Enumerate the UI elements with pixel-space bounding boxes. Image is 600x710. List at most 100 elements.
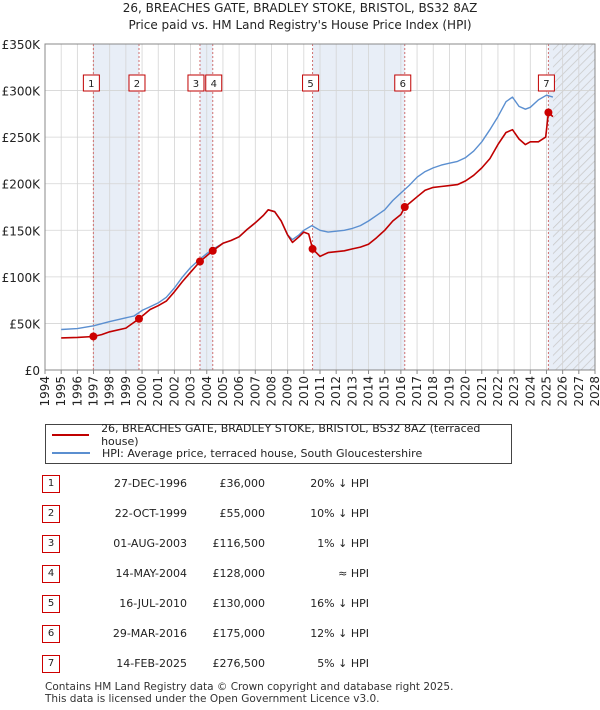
x-tick-label: 1999 bbox=[119, 376, 133, 407]
property-series-line bbox=[61, 111, 554, 339]
sale-label-number: 5 bbox=[307, 79, 313, 90]
x-tick-label: 1995 bbox=[54, 376, 68, 407]
sale-date: 27-DEC-1996 bbox=[113, 477, 187, 490]
sale-label-box bbox=[187, 74, 205, 92]
x-tick-label: 2007 bbox=[248, 376, 262, 407]
x-tick-label: 1998 bbox=[103, 376, 117, 407]
chart-legend: 26, BREACHES GATE, BRADLEY STOKE, BRISTO… bbox=[45, 422, 512, 464]
sale-hpi-comparison: 1% ↓ HPI bbox=[317, 537, 369, 550]
sale-point bbox=[400, 203, 409, 211]
x-tick-label: 2013 bbox=[345, 376, 359, 407]
y-tick-label: £300K bbox=[2, 85, 42, 99]
y-tick-label: £200K bbox=[2, 178, 42, 192]
sale-row: 2 22-OCT-1999 £55,000 10% ↓ HPI bbox=[42, 505, 542, 523]
sale-price: £116,500 bbox=[212, 537, 266, 550]
x-tick-label: 2003 bbox=[184, 376, 198, 407]
sale-date: 14-FEB-2025 bbox=[116, 657, 187, 670]
chart-subtitle: Price paid vs. HM Land Registry's House … bbox=[128, 18, 471, 32]
x-tick-label: 2005 bbox=[216, 376, 230, 407]
y-tick-label: £0 bbox=[25, 364, 40, 378]
x-tick-label: 2006 bbox=[232, 376, 246, 407]
sale-period-band bbox=[312, 44, 405, 370]
x-tick-label: 2018 bbox=[426, 376, 440, 407]
sale-number-badge: 3 bbox=[42, 535, 60, 553]
x-tick-label: 2020 bbox=[459, 376, 473, 407]
x-tick-label: 2014 bbox=[362, 376, 376, 407]
sale-label-box bbox=[537, 74, 555, 92]
sale-date: 29-MAR-2016 bbox=[112, 627, 187, 640]
sale-point bbox=[195, 257, 204, 266]
sale-point bbox=[544, 108, 553, 117]
x-tick-label: 2015 bbox=[378, 376, 392, 407]
sale-number-badge: 4 bbox=[42, 565, 60, 583]
sale-number-badge: 6 bbox=[42, 625, 60, 643]
future-hatch-region bbox=[552, 44, 595, 370]
sale-date: 01-AUG-2003 bbox=[113, 537, 187, 550]
sale-point bbox=[308, 244, 317, 253]
sale-price: £276,500 bbox=[212, 657, 266, 670]
y-tick-label: £50K bbox=[9, 317, 41, 331]
sale-row: 3 01-AUG-2003 £116,500 1% ↓ HPI bbox=[42, 535, 542, 553]
footer-license: This data is licensed under the Open Gov… bbox=[45, 692, 380, 705]
x-tick-label: 2027 bbox=[572, 376, 586, 407]
x-tick-label: 2022 bbox=[491, 376, 505, 407]
price-chart: 26, BREACHES GATE, BRADLEY STOKE, BRISTO… bbox=[2, 1, 600, 407]
sale-label-number: 1 bbox=[88, 79, 94, 90]
x-tick-label: 2011 bbox=[313, 376, 327, 407]
x-tick-label: 2000 bbox=[135, 376, 149, 407]
x-tick-label: 2024 bbox=[523, 376, 537, 407]
sale-number-badge: 5 bbox=[42, 595, 60, 613]
sale-price: £55,000 bbox=[219, 507, 266, 520]
sale-period-band bbox=[93, 44, 139, 370]
sale-period-band bbox=[199, 44, 213, 370]
sale-hpi-comparison: 20% ↓ HPI bbox=[310, 477, 369, 490]
legend-swatch-hpi bbox=[52, 452, 90, 454]
footer-attribution: Contains HM Land Registry data © Crown c… bbox=[45, 681, 453, 705]
sale-row: 1 27-DEC-1996 £36,000 20% ↓ HPI bbox=[42, 475, 542, 493]
x-tick-label: 2025 bbox=[539, 376, 553, 407]
sale-row: 5 16-JUL-2010 £130,000 16% ↓ HPI bbox=[42, 595, 542, 613]
x-tick-label: 2004 bbox=[200, 376, 214, 407]
sale-label-number: 3 bbox=[193, 79, 199, 90]
y-tick-label: £350K bbox=[2, 38, 42, 52]
sale-point bbox=[134, 314, 143, 323]
x-tick-label: 2021 bbox=[475, 376, 489, 407]
x-tick-label: 2009 bbox=[281, 376, 295, 407]
x-tick-label: 2008 bbox=[264, 376, 278, 407]
sale-number-badge: 1 bbox=[42, 475, 60, 493]
sale-label-number: 6 bbox=[400, 79, 406, 90]
legend-label-property: 26, BREACHES GATE, BRADLEY STOKE, BRISTO… bbox=[101, 422, 481, 448]
sale-date: 22-OCT-1999 bbox=[114, 507, 187, 520]
y-tick-label: £100K bbox=[2, 271, 42, 285]
sale-row: 6 29-MAR-2016 £175,000 12% ↓ HPI bbox=[42, 625, 542, 643]
sale-date: 14-MAY-2004 bbox=[115, 567, 187, 580]
sale-point bbox=[89, 332, 98, 341]
sale-date: 16-JUL-2010 bbox=[119, 597, 187, 610]
x-tick-label: 2028 bbox=[588, 376, 600, 407]
legend-item-hpi: HPI: Average price, terraced house, Sout… bbox=[52, 445, 422, 461]
x-tick-label: 1994 bbox=[38, 376, 52, 407]
sale-price: £130,000 bbox=[212, 597, 266, 610]
sale-label-number: 2 bbox=[134, 79, 140, 90]
y-tick-label: £150K bbox=[2, 224, 42, 238]
sale-label-box bbox=[302, 74, 320, 92]
x-tick-label: 2019 bbox=[442, 376, 456, 407]
x-tick-label: 2023 bbox=[507, 376, 521, 407]
x-tick-label: 2017 bbox=[410, 376, 424, 407]
x-tick-label: 1997 bbox=[87, 376, 101, 407]
sale-hpi-comparison: 12% ↓ HPI bbox=[310, 627, 369, 640]
sale-price: £36,000 bbox=[219, 477, 266, 490]
sale-label-number: 7 bbox=[543, 79, 549, 90]
sale-price: £175,000 bbox=[212, 627, 266, 640]
x-tick-label: 2002 bbox=[167, 376, 181, 407]
sale-point bbox=[208, 246, 217, 255]
legend-label-hpi: HPI: Average price, terraced house, Sout… bbox=[102, 446, 423, 460]
sale-label-box bbox=[394, 74, 412, 92]
sale-hpi-comparison: 16% ↓ HPI bbox=[310, 597, 369, 610]
sale-row: 7 14-FEB-2025 £276,500 5% ↓ HPI bbox=[42, 655, 542, 673]
legend-swatch-property bbox=[52, 434, 90, 436]
x-tick-label: 2001 bbox=[151, 376, 165, 407]
sale-number-badge: 2 bbox=[42, 505, 60, 523]
sale-number-badge: 7 bbox=[42, 655, 60, 673]
sale-row: 4 14-MAY-2004 £128,000 ≈ HPI bbox=[42, 565, 542, 583]
